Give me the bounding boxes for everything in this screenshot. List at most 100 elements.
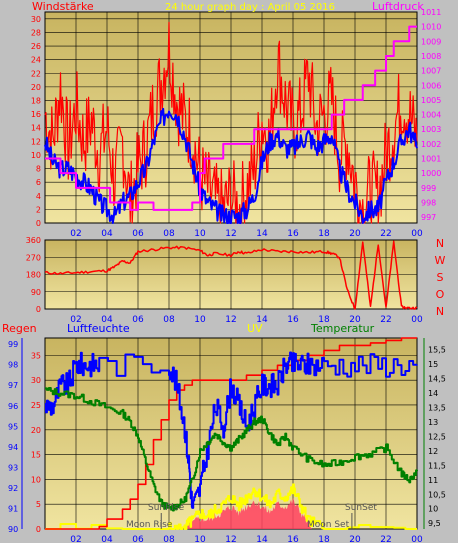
- wind-direction-series-line: [44, 240, 418, 310]
- humidity-axis-tick: 98: [8, 361, 18, 370]
- sunrise-label: SunRise: [148, 503, 185, 513]
- humidity-axis-tick: 92: [8, 484, 18, 493]
- temperature-axis-tick: 14,5: [428, 375, 446, 384]
- wind-axis-tick: 10: [31, 151, 41, 160]
- temperature-axis-title: Temperatur: [310, 322, 375, 335]
- x-tick-label: 16: [287, 229, 299, 239]
- rain-axis-tick: 15: [31, 451, 41, 460]
- temperature-axis-tick: 13: [428, 418, 438, 427]
- rain-axis-tick: 30: [31, 376, 41, 385]
- wind-axis-tick: 0: [36, 219, 41, 228]
- wind-axis-tick: 2: [36, 205, 41, 214]
- pressure-axis-tick: 1001: [421, 155, 441, 164]
- uv-axis-title: UV: [247, 322, 263, 335]
- x-tick-label: 16: [287, 535, 299, 543]
- chart-title: 24 hour graph day : April 05 2016: [165, 2, 335, 13]
- humidity-axis-tick: 99: [8, 340, 18, 349]
- rain-axis-tick: 0: [36, 525, 41, 534]
- wind-axis-tick: 8: [36, 165, 41, 174]
- x-tick-label: 04: [101, 315, 113, 325]
- temperature-axis-tick: 15: [428, 360, 438, 369]
- x-tick-label: 14: [256, 229, 268, 239]
- wind-axis-tick: 12: [31, 137, 41, 146]
- humidity-axis-tick: 91: [8, 504, 18, 513]
- x-tick-label: 22: [380, 315, 391, 325]
- wind-avg-series-line: [44, 107, 418, 224]
- wind-axis-tick: 20: [31, 83, 41, 92]
- wind-axis-tick: 6: [36, 178, 41, 187]
- sunset-label: SunSet: [345, 503, 377, 513]
- x-tick-label: 20: [349, 315, 361, 325]
- x-tick-label: 02: [70, 535, 81, 543]
- rain-axis-tick: 10: [31, 475, 41, 484]
- x-tick-label: 12: [225, 315, 236, 325]
- x-tick-label: 22: [380, 229, 391, 239]
- pressure-axis-tick: 998: [421, 198, 436, 207]
- x-tick-label: 10: [194, 229, 206, 239]
- x-tick-label: 02: [70, 229, 81, 239]
- moonset-label: Moon Set: [307, 520, 350, 530]
- temperature-axis-tick: 14: [428, 389, 438, 398]
- temperature-axis-tick: 10,5: [428, 490, 446, 499]
- x-tick-label: 00: [411, 535, 423, 543]
- rain-series-line: [45, 337, 417, 530]
- x-tick-label: 20: [349, 229, 361, 239]
- x-tick-label: 06: [132, 315, 144, 325]
- direction-axis-tick: 180: [26, 271, 41, 280]
- pressure-axis-tick: 997: [421, 213, 436, 222]
- rain-axis-tick: 25: [31, 401, 41, 410]
- compass-label: N: [436, 305, 444, 318]
- wind-axis-title: Windstärke: [32, 0, 94, 13]
- wind-axis-tick: 4: [36, 192, 41, 201]
- temperature-axis-tick: 13,5: [428, 403, 446, 412]
- pressure-series-line: [45, 25, 417, 211]
- rain-axis-tick: 20: [31, 426, 41, 435]
- temperature-axis-tick: 9,5: [428, 519, 441, 528]
- x-tick-label: 06: [132, 229, 144, 239]
- solar-area: [184, 497, 312, 529]
- x-tick-label: 10: [194, 535, 206, 543]
- uv-series-line: [45, 483, 417, 530]
- wind-axis-tick: 28: [31, 28, 41, 37]
- wind-axis-tick: 24: [31, 56, 41, 65]
- x-tick-label: 08: [163, 229, 175, 239]
- direction-axis-tick: 90: [31, 288, 41, 297]
- compass-label: W: [435, 254, 446, 267]
- direction-axis-tick: 360: [26, 236, 41, 245]
- pressure-axis-tick: 1007: [421, 67, 441, 76]
- x-tick-label: 22: [380, 535, 391, 543]
- temperature-axis-tick: 10: [428, 505, 438, 514]
- x-tick-label: 14: [256, 535, 268, 543]
- x-tick-label: 08: [163, 315, 175, 325]
- compass-label: O: [436, 288, 445, 301]
- pressure-axis-tick: 999: [421, 184, 436, 193]
- wind-axis-tick: 30: [31, 15, 41, 24]
- pressure-axis-tick: 1004: [421, 111, 441, 120]
- pressure-axis-tick: 1009: [421, 37, 441, 46]
- wind-axis-tick: 18: [31, 96, 41, 105]
- x-tick-label: 04: [101, 535, 113, 543]
- pressure-axis-tick: 1005: [421, 96, 441, 105]
- rain-axis-tick: 35: [31, 351, 41, 360]
- x-tick-label: 08: [163, 535, 175, 543]
- rain-axis-tick: 5: [36, 500, 41, 509]
- humidity-axis-tick: 95: [8, 422, 18, 431]
- direction-axis-tick: 270: [26, 253, 41, 262]
- wind-axis-tick: 22: [31, 69, 41, 78]
- pressure-axis-title: Luftdruck: [372, 0, 424, 13]
- compass-label: N: [436, 237, 444, 250]
- wind-axis-tick: 14: [31, 124, 41, 133]
- x-tick-label: 12: [225, 535, 236, 543]
- humidity-series-line: [44, 351, 418, 509]
- humidity-axis-tick: 90: [8, 525, 18, 534]
- humidity-axis-title: Luftfeuchte: [67, 322, 130, 335]
- x-tick-label: 18: [318, 229, 330, 239]
- x-tick-label: 04: [101, 229, 113, 239]
- humidity-axis-tick: 97: [8, 381, 18, 390]
- x-tick-label: 18: [318, 315, 330, 325]
- pressure-axis-tick: 1006: [421, 81, 441, 90]
- pressure-axis-tick: 1008: [421, 52, 441, 61]
- x-tick-label: 12: [225, 229, 236, 239]
